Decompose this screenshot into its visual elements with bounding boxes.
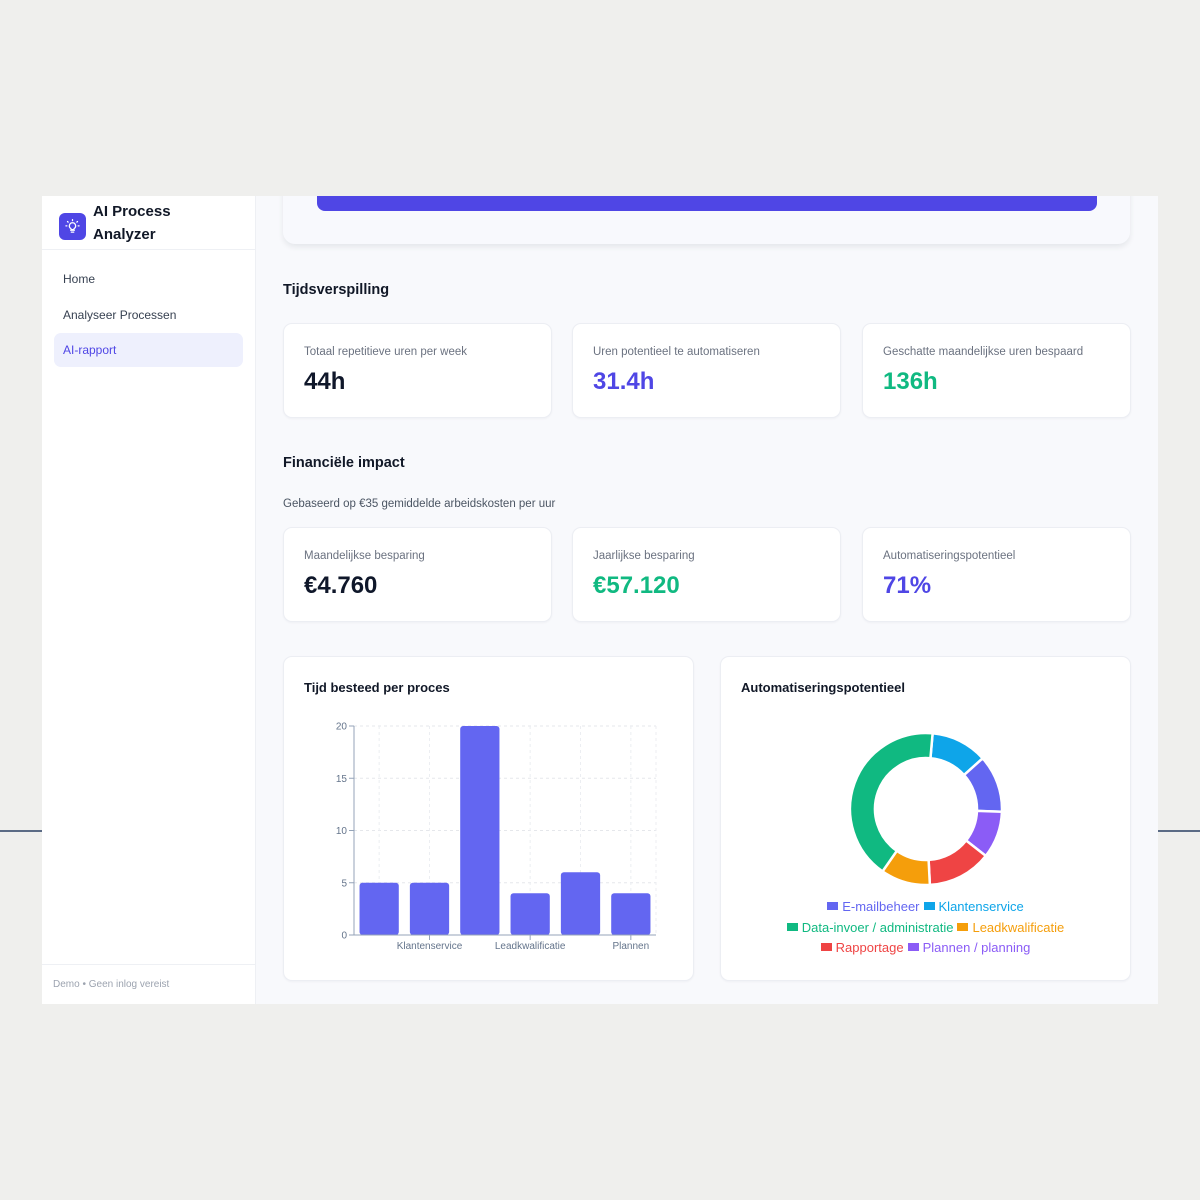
brand: AI Process Analyzer <box>42 196 255 250</box>
donut-segment-data-invoer-administratie[interactable] <box>848 731 934 874</box>
bar-0[interactable] <box>359 882 399 935</box>
stat-value: €4.760 <box>304 572 378 599</box>
stat-value: 44h <box>304 368 346 395</box>
stat-card-monthly-savings: Maandelijkse besparing €4.760 <box>283 527 552 622</box>
legend-swatch-icon <box>957 922 969 931</box>
sidebar-item-ai-rapport[interactable]: AI-rapport <box>54 333 243 367</box>
legend-swatch-icon <box>827 902 839 910</box>
stat-value: 71% <box>883 572 932 599</box>
stat-value: 136h <box>883 368 938 395</box>
legend-row: Data-invoer / administratie Leadkwalifica… <box>721 918 1130 939</box>
legend-item[interactable]: Leadkwalificatie <box>957 918 1064 939</box>
stat-card-monthly-hours-saved: Geschatte maandelijkse uren bespaard 136… <box>862 323 1131 418</box>
primary-action-button[interactable] <box>317 196 1097 211</box>
stat-card-yearly-savings: Jaarlijkse besparing €57.120 <box>572 527 841 622</box>
legend-item[interactable]: E-mailbeheer <box>827 897 920 918</box>
legend-label: E-mailbeheer <box>842 899 920 914</box>
app-window: AI Process Analyzer Home Analyseer Proce… <box>42 196 1158 1004</box>
legend-swatch-icon <box>923 902 935 910</box>
legend-item[interactable]: Klantenservice <box>923 897 1024 918</box>
bar-1[interactable] <box>409 882 450 935</box>
donut-chart-card: Automatiseringspotentieel E-mailbeheer Kl… <box>720 656 1131 981</box>
svg-text:20: 20 <box>336 722 348 733</box>
legend-label: Klantenservice <box>938 899 1024 914</box>
stat-value: 31.4h <box>593 368 655 395</box>
legend-row: Rapportage Plannen / planning <box>721 938 1130 959</box>
decorative-line-left <box>0 830 44 832</box>
bar-2[interactable] <box>460 726 500 935</box>
lightbulb-icon <box>59 213 86 240</box>
svg-text:5: 5 <box>341 878 347 889</box>
legend-row: E-mailbeheer Klantenservice <box>721 897 1130 918</box>
sidebar-footer: Demo • Geen inlog vereist <box>42 964 255 1004</box>
legend-item[interactable]: Data-invoer / administratie <box>786 918 954 939</box>
stat-label: Totaal repetitieve uren per week <box>304 346 468 358</box>
sidebar-item-home[interactable]: Home <box>63 272 96 286</box>
stat-label: Geschatte maandelijkse uren bespaard <box>883 346 1084 358</box>
stat-card-automatable-hours: Uren potentieel te automatiseren 31.4h <box>572 323 841 418</box>
app-title: AI Process Analyzer <box>93 200 171 246</box>
svg-text:10: 10 <box>336 826 348 837</box>
donut-legend: E-mailbeheer Klantenservice Data-invoer / … <box>721 897 1130 959</box>
stat-card-repetitive-hours: Totaal repetitieve uren per week 44h <box>283 323 552 418</box>
legend-item[interactable]: Plannen / planning <box>907 938 1031 959</box>
financial-subtitle: Gebaseerd op €35 gemiddelde arbeidskoste… <box>283 498 556 510</box>
bar-5[interactable] <box>611 893 651 935</box>
svg-text:0: 0 <box>341 931 347 942</box>
app-title-line2: Analyzer <box>93 226 156 243</box>
bar-4[interactable] <box>560 872 601 935</box>
app-title-line1: AI Process <box>93 203 171 220</box>
previous-section-card <box>283 196 1130 244</box>
legend-swatch-icon <box>907 943 919 951</box>
stat-card-automation-potential: Automatiseringspotentieel 71% <box>862 527 1131 622</box>
stat-label: Automatiseringspotentieel <box>883 550 1016 562</box>
bar-3[interactable] <box>510 893 550 935</box>
legend-label: Data-invoer / administratie <box>801 919 954 935</box>
sidebar-item-analyseer-processen[interactable]: Analyseer Processen <box>63 307 177 322</box>
svg-text:Klantenservice: Klantenservice <box>397 941 463 952</box>
svg-text:Leadkwalificatie: Leadkwalificatie <box>495 941 566 952</box>
legend-label: Rapportage <box>835 940 904 955</box>
bar-chart-card: Tijd besteed per proces 0 5 10 15 20 Klantens… <box>283 656 694 981</box>
sidebar-nav: Home Analyseer Processen AI-rapport <box>42 250 255 367</box>
bar-chart: 0 5 10 15 20 Klantenservice Leadkwalificatie Pl… <box>336 722 657 952</box>
legend-swatch-icon <box>786 922 798 931</box>
donut-chart <box>848 731 1004 887</box>
section-title-financial-impact: Financiële impact <box>283 455 405 471</box>
legend-swatch-icon <box>820 943 832 951</box>
svg-text:Plannen: Plannen <box>612 941 649 952</box>
decorative-line-right <box>1156 830 1200 832</box>
stat-label: Jaarlijkse besparing <box>593 550 695 562</box>
stat-label: Uren potentieel te automatiseren <box>593 346 760 358</box>
bar-chart-title: Tijd besteed per proces <box>304 680 450 695</box>
stat-label: Maandelijkse besparing <box>304 550 425 562</box>
svg-text:15: 15 <box>336 774 348 785</box>
donut-chart-title: Automatiseringspotentieel <box>741 680 905 695</box>
legend-label: Plannen / planning <box>922 940 1031 955</box>
stat-value: €57.120 <box>593 572 680 599</box>
legend-item[interactable]: Rapportage <box>820 938 904 959</box>
sidebar: AI Process Analyzer Home Analyseer Proce… <box>42 196 256 1004</box>
main-content: Tijdsverspilling Totaal repetitieve uren… <box>256 196 1158 1004</box>
section-title-time-waste: Tijdsverspilling <box>283 282 390 298</box>
legend-label: Leadkwalificatie <box>972 919 1065 935</box>
